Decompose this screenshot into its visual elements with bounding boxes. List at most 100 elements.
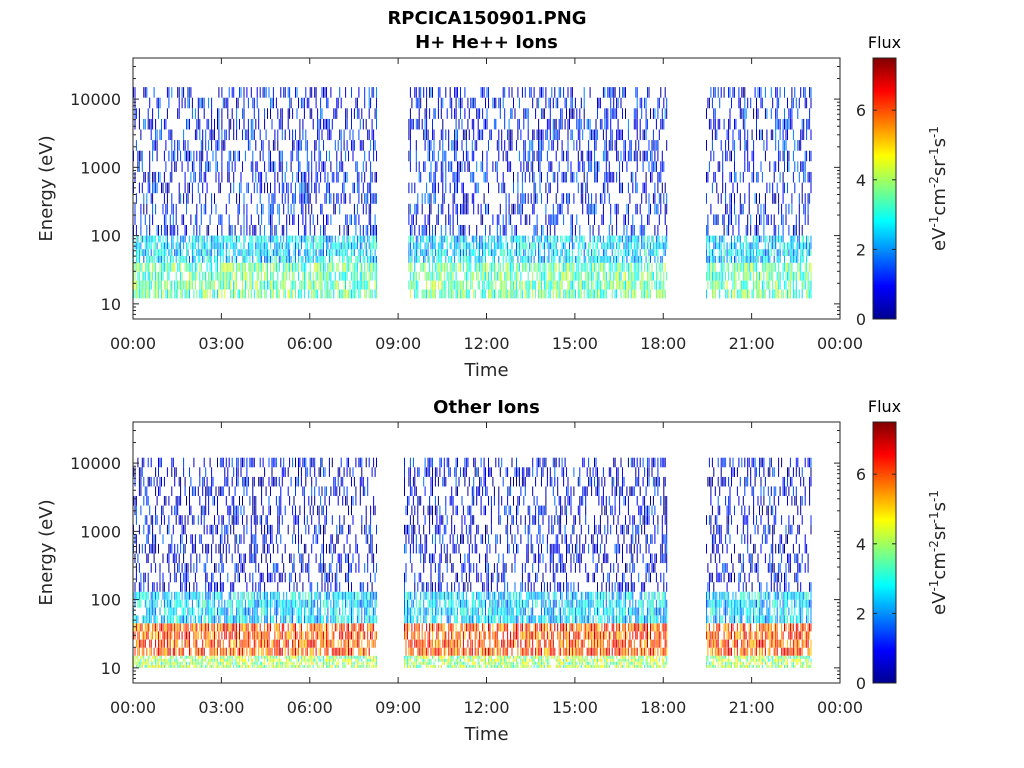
- heatmap-cell: [455, 280, 457, 290]
- heatmap-cell: [548, 235, 550, 243]
- heatmap-cell: [172, 225, 174, 236]
- heatmap-cell: [149, 505, 151, 516]
- heatmap-cell: [439, 249, 441, 256]
- heatmap-cell: [798, 140, 800, 151]
- heatmap-cell: [594, 262, 595, 272]
- heatmap-cell: [200, 242, 202, 250]
- heatmap-cell: [287, 235, 289, 243]
- heatmap-cell: [599, 97, 601, 109]
- heatmap-cell: [311, 161, 313, 172]
- heatmap-cell: [801, 235, 803, 243]
- heatmap-cell: [250, 87, 252, 98]
- heatmap-cell: [200, 161, 202, 172]
- heatmap-cell: [711, 262, 713, 272]
- heatmap-cell: [337, 171, 339, 183]
- heatmap-cell: [320, 97, 322, 109]
- heatmap-cell: [305, 271, 307, 281]
- heatmap-cell: [138, 118, 140, 130]
- heatmap-cell: [138, 563, 140, 573]
- heatmap-cell: [183, 242, 185, 250]
- heatmap-cell: [299, 289, 301, 299]
- heatmap-cell: [775, 87, 777, 98]
- heatmap-cell: [305, 182, 307, 194]
- heatmap-cell: [299, 140, 301, 151]
- heatmap-cell: [798, 171, 800, 183]
- heatmap-cell: [339, 161, 341, 172]
- heatmap-cell: [552, 262, 554, 272]
- heatmap-cell: [571, 235, 573, 243]
- heatmap-cell: [324, 271, 326, 281]
- heatmap-cell: [457, 214, 458, 225]
- heatmap-cell: [409, 271, 411, 281]
- heatmap-cell: [474, 235, 476, 243]
- heatmap-cell: [426, 242, 428, 250]
- heatmap-cell: [511, 87, 513, 98]
- heatmap-cell: [505, 203, 507, 215]
- heatmap-cell: [147, 591, 149, 600]
- heatmap-cell: [716, 242, 718, 250]
- heatmap-cell: [462, 289, 464, 299]
- heatmap-cell: [449, 280, 451, 290]
- heatmap-cell: [602, 129, 604, 141]
- heatmap-cell: [517, 235, 519, 243]
- heatmap-cell: [137, 256, 139, 263]
- heatmap-cell: [432, 256, 433, 263]
- heatmap-cell: [190, 242, 192, 250]
- heatmap-cell: [427, 242, 429, 250]
- heatmap-cell: [138, 623, 140, 632]
- heatmap-cell: [616, 256, 618, 263]
- heatmap-cell: [788, 271, 790, 281]
- heatmap-cell: [259, 289, 261, 299]
- heatmap-cell: [330, 161, 332, 172]
- heatmap-cell: [218, 182, 220, 194]
- heatmap-cell: [147, 457, 149, 468]
- heatmap-cell: [545, 87, 547, 98]
- heatmap-cell: [664, 203, 666, 215]
- heatmap-cell: [143, 280, 145, 290]
- heatmap-cell: [529, 171, 531, 183]
- heatmap-cell: [427, 129, 429, 141]
- heatmap-cell: [430, 203, 432, 215]
- heatmap-cell: [239, 262, 240, 272]
- heatmap-cell: [411, 256, 413, 263]
- heatmap-cell: [530, 193, 532, 204]
- heatmap-cell: [137, 242, 139, 250]
- heatmap-cell: [775, 108, 777, 119]
- heatmap-cell: [470, 280, 472, 290]
- heatmap-cell: [434, 249, 436, 256]
- heatmap-cell: [141, 150, 143, 162]
- heatmap-cell: [408, 280, 410, 290]
- heatmap-cell: [560, 235, 562, 243]
- heatmap-cell: [239, 203, 240, 215]
- heatmap-cell: [747, 256, 749, 263]
- heatmap-cell: [367, 280, 369, 290]
- heatmap-cell: [748, 249, 750, 256]
- heatmap-cell: [577, 262, 579, 272]
- heatmap-cell: [514, 289, 516, 299]
- heatmap-cell: [417, 280, 419, 290]
- heatmap-cell: [611, 289, 613, 299]
- heatmap-cell: [146, 647, 148, 656]
- heatmap-cell: [652, 108, 654, 119]
- heatmap-cell: [186, 193, 187, 204]
- heatmap-cell: [810, 235, 812, 243]
- heatmap-cell: [620, 262, 622, 272]
- heatmap-cell: [168, 289, 170, 299]
- heatmap-cell: [514, 249, 516, 256]
- heatmap-cell: [270, 289, 271, 299]
- heatmap-cell: [807, 271, 809, 281]
- heatmap-cell: [339, 225, 341, 236]
- heatmap-cell: [617, 129, 619, 141]
- heatmap-cell: [180, 262, 182, 272]
- heatmap-cell: [308, 256, 310, 263]
- heatmap-cell: [508, 262, 510, 272]
- heatmap-cell: [247, 242, 249, 250]
- heatmap-cell: [348, 235, 349, 243]
- heatmap-cell: [309, 193, 311, 204]
- heatmap-cell: [186, 280, 187, 290]
- colorbar-label-exponent: -2: [927, 176, 941, 188]
- heatmap-cell: [368, 129, 370, 141]
- heatmap-cell: [485, 242, 486, 250]
- heatmap-cell: [171, 161, 173, 172]
- heatmap-cell: [499, 203, 501, 215]
